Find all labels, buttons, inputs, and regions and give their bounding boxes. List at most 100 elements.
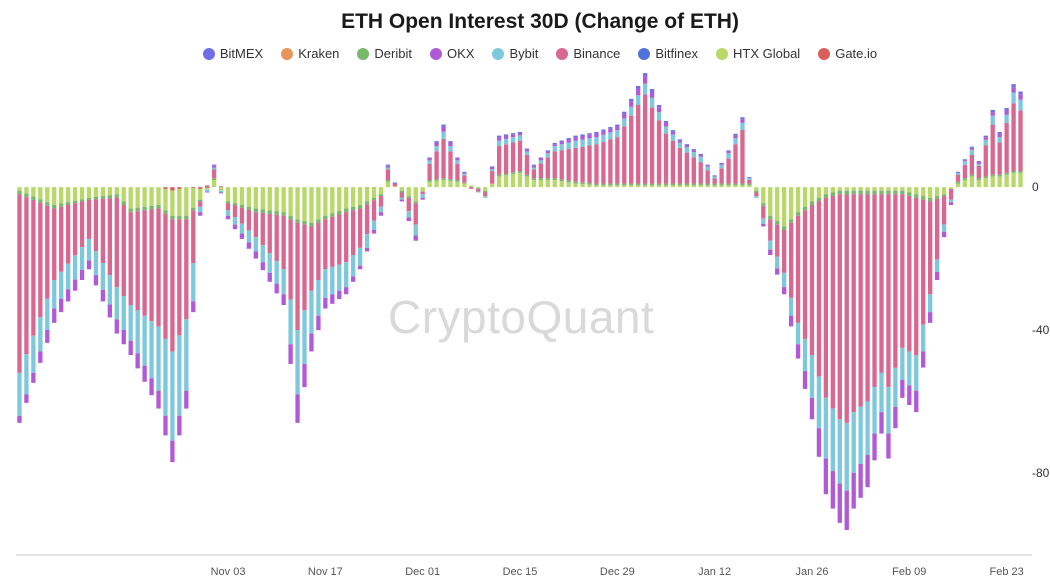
bar-stack[interactable]	[427, 157, 432, 188]
bar-stack[interactable]	[907, 187, 912, 405]
bar-stack[interactable]	[768, 187, 773, 255]
bar-stack[interactable]	[740, 117, 745, 188]
bar-stack[interactable]	[1011, 84, 1016, 188]
bar-stack[interactable]	[976, 161, 981, 188]
bar-stack[interactable]	[441, 124, 446, 188]
bar-stack[interactable]	[344, 187, 349, 295]
bar-stack[interactable]	[59, 187, 64, 313]
bar-stack[interactable]	[246, 187, 252, 249]
legend-item-bybit[interactable]: Bybit	[492, 46, 538, 61]
bar-stack[interactable]	[288, 187, 293, 364]
bar-stack[interactable]	[79, 187, 85, 280]
bar-stack[interactable]	[86, 187, 92, 270]
bar-stack[interactable]	[747, 177, 752, 188]
bar-stack[interactable]	[587, 133, 592, 188]
bar-stack[interactable]	[399, 187, 404, 202]
bar-stack[interactable]	[455, 157, 460, 188]
bar-stack[interactable]	[65, 187, 71, 302]
bar-stack[interactable]	[121, 187, 126, 345]
bar-stack[interactable]	[782, 187, 787, 295]
bar-stack[interactable]	[149, 187, 154, 396]
bar-stack[interactable]	[955, 171, 961, 188]
bar-stack[interactable]	[211, 164, 217, 188]
bar-stack[interactable]	[872, 187, 877, 461]
bar-stack[interactable]	[809, 187, 815, 420]
bar-stack[interactable]	[844, 187, 849, 530]
bar-stack[interactable]	[469, 185, 474, 189]
legend-item-okx[interactable]: OKX	[430, 46, 474, 61]
bar-stack[interactable]	[170, 187, 175, 463]
bar-stack[interactable]	[934, 187, 940, 280]
bar-stack[interactable]	[496, 135, 502, 188]
bar-stack[interactable]	[239, 187, 245, 239]
bar-stack[interactable]	[114, 187, 119, 334]
bar-stack[interactable]	[719, 162, 724, 188]
bar-stack[interactable]	[52, 187, 57, 323]
bar-stack[interactable]	[107, 187, 112, 318]
bar-stack[interactable]	[795, 187, 801, 359]
bar-stack[interactable]	[893, 187, 898, 429]
bar-stack[interactable]	[93, 187, 99, 286]
bar-stack[interactable]	[205, 185, 210, 193]
bar-stack[interactable]	[580, 134, 585, 188]
bar-stack[interactable]	[997, 131, 1002, 188]
bar-stack[interactable]	[726, 150, 731, 188]
bar-stack[interactable]	[163, 187, 168, 436]
bar-stack[interactable]	[941, 187, 947, 238]
bar-stack[interactable]	[323, 187, 328, 309]
bar-stack[interactable]	[385, 164, 391, 188]
bar-stack[interactable]	[761, 187, 766, 227]
bar-stack[interactable]	[886, 187, 891, 459]
bar-stack[interactable]	[392, 182, 398, 188]
bar-stack[interactable]	[31, 187, 36, 383]
legend-item-deribit[interactable]: Deribit	[357, 46, 412, 61]
bar-stack[interactable]	[788, 187, 794, 327]
bar-stack[interactable]	[198, 187, 203, 216]
bar-stack[interactable]	[552, 143, 557, 188]
bar-stack[interactable]	[142, 187, 147, 382]
bar-stack[interactable]	[302, 187, 307, 388]
bar-stack[interactable]	[448, 141, 453, 188]
bar-stack[interactable]	[615, 124, 620, 188]
bar-stack[interactable]	[364, 187, 370, 252]
bar-stack[interactable]	[281, 187, 286, 305]
bar-stack[interactable]	[865, 187, 870, 488]
bar-stack[interactable]	[914, 187, 919, 413]
bar-stack[interactable]	[559, 140, 564, 188]
bar-stack[interactable]	[691, 149, 696, 188]
bar-stack[interactable]	[1018, 91, 1023, 188]
bar-stack[interactable]	[295, 187, 300, 423]
legend-item-gate-io[interactable]: Gate.io	[818, 46, 877, 61]
bar-stack[interactable]	[517, 131, 523, 188]
bar-stack[interactable]	[316, 187, 321, 330]
bar-stack[interactable]	[601, 129, 606, 188]
bar-stack[interactable]	[378, 187, 384, 216]
bar-stack[interactable]	[434, 141, 439, 188]
bar-stack[interactable]	[24, 187, 29, 403]
bar-stack[interactable]	[267, 187, 272, 282]
bar-stack[interactable]	[705, 164, 710, 188]
legend-item-binance[interactable]: Binance	[556, 46, 620, 61]
bar-stack[interactable]	[135, 187, 140, 369]
bar-stack[interactable]	[225, 187, 231, 220]
bar-stack[interactable]	[538, 157, 544, 188]
bar-stack[interactable]	[45, 187, 50, 343]
bar-stack[interactable]	[232, 187, 238, 230]
bar-stack[interactable]	[218, 186, 224, 194]
bar-stack[interactable]	[837, 187, 842, 523]
bar-stack[interactable]	[545, 150, 550, 188]
bar-stack[interactable]	[594, 131, 599, 188]
bar-stack[interactable]	[17, 187, 22, 423]
legend-item-bitmex[interactable]: BitMEX	[202, 46, 263, 61]
bar-stack[interactable]	[962, 159, 968, 188]
bar-stack[interactable]	[177, 187, 182, 436]
bar-stack[interactable]	[309, 187, 314, 352]
bar-stack[interactable]	[636, 85, 641, 188]
bar-stack[interactable]	[830, 187, 835, 509]
bar-stack[interactable]	[921, 187, 926, 368]
bar-stack[interactable]	[330, 187, 335, 304]
bar-stack[interactable]	[253, 187, 258, 259]
bar-stack[interactable]	[462, 171, 467, 188]
bar-stack[interactable]	[851, 187, 856, 509]
bar-stack[interactable]	[948, 187, 954, 205]
